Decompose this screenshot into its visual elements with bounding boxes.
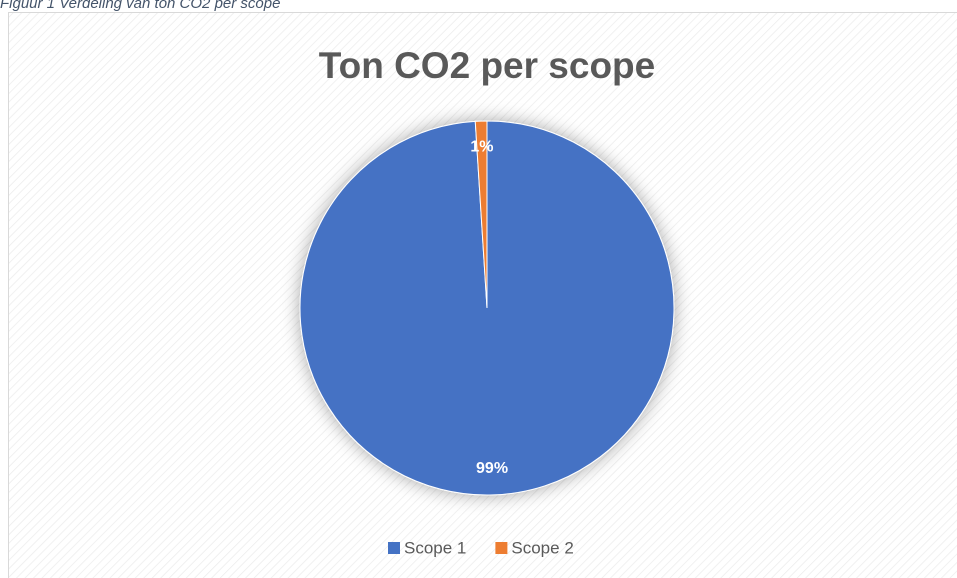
legend-swatch: [495, 542, 508, 554]
legend-label: Scope 1: [404, 538, 466, 557]
chart-title: Ton CO2 per scope: [319, 45, 656, 86]
figure-caption: Figuur 1 Verdeling van ton CO2 per scope: [0, 0, 280, 12]
legend-swatch: [388, 542, 400, 554]
pie-slice: [474, 120, 488, 309]
data-label: 1%: [470, 138, 493, 155]
data-labels: 99% 1%: [470, 138, 508, 476]
legend: Scope 1 Scope 2: [388, 538, 574, 557]
legend-label: Scope 2: [511, 538, 573, 557]
data-label: 99%: [476, 460, 508, 477]
pie: [299, 120, 675, 496]
